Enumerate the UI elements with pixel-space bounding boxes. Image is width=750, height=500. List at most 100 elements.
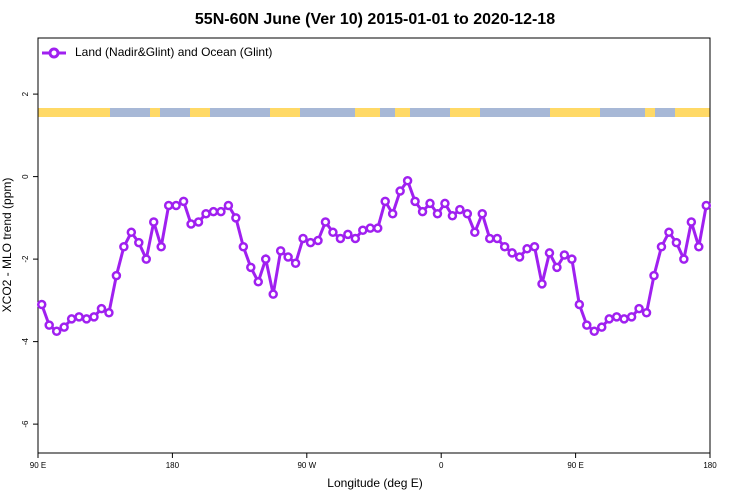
data-point [596, 322, 607, 332]
data-point [51, 326, 62, 337]
data-point [141, 254, 152, 264]
data-point [119, 241, 129, 252]
data-point [470, 227, 480, 238]
data-point [260, 254, 271, 264]
data-point [223, 200, 234, 211]
data-point [350, 233, 361, 244]
data-point [582, 320, 592, 330]
data-point [298, 233, 308, 244]
data-point [402, 175, 413, 186]
data-point [611, 312, 622, 322]
data-point [96, 303, 107, 314]
data-point [455, 204, 465, 215]
data-point [619, 314, 629, 324]
data-point [440, 198, 450, 209]
data-point [343, 229, 353, 240]
data-point [163, 200, 174, 211]
y-axis-title: XCO2 - MLO trend (ppm) [0, 178, 14, 313]
x-tick-label: 180 [166, 461, 180, 470]
plot-frame [37, 37, 711, 454]
legend: Land (Nadir&Glint) and Ocean (Glint) [42, 45, 272, 59]
x-axis-title: Longitude (deg E) [327, 476, 422, 490]
data-point [626, 312, 637, 322]
data-point [66, 314, 77, 324]
data-point [559, 250, 570, 260]
data-point [432, 208, 443, 219]
data-point [417, 206, 428, 217]
data-point [283, 252, 293, 262]
series-line [40, 177, 708, 334]
data-point [365, 223, 376, 233]
data-point [649, 270, 659, 281]
data-point [634, 303, 644, 314]
data-point [313, 235, 323, 246]
data-point [484, 233, 495, 244]
x-tick-label: 90 W [297, 461, 316, 470]
data-point [74, 312, 84, 322]
data-point [395, 186, 405, 196]
land-ocean-strip [38, 108, 710, 117]
data-point [641, 307, 652, 318]
data-point [246, 262, 256, 273]
data-point [656, 241, 667, 252]
data-point [589, 326, 600, 337]
data-point [268, 289, 278, 299]
data-point [574, 299, 585, 310]
data-point [156, 241, 166, 252]
data-point [186, 219, 196, 229]
data-point [514, 252, 525, 262]
data-point [604, 314, 614, 324]
legend-label: Land (Nadir&Glint) and Ocean (Glint) [75, 45, 272, 59]
data-point [111, 270, 122, 281]
data-point [701, 200, 712, 211]
y-tick-label: -4 [21, 338, 30, 346]
data-point [44, 320, 54, 330]
data-point [320, 217, 331, 227]
data-point [679, 254, 689, 264]
x-tick-label: 0 [439, 461, 444, 470]
data-point [358, 225, 368, 235]
data-point [529, 241, 540, 252]
data-point [238, 241, 249, 252]
x-tick-label: 90 E [567, 461, 583, 470]
data-point [126, 227, 137, 238]
data-point [425, 198, 435, 209]
data-point [216, 206, 226, 217]
y-tick-label: 0 [21, 174, 30, 179]
data-point [193, 217, 204, 227]
data-point [305, 237, 316, 248]
data-point [148, 217, 159, 227]
data-point [290, 258, 301, 268]
data-point [335, 233, 346, 244]
x-tick-label: 180 [703, 461, 717, 470]
data-point [522, 244, 532, 254]
data-point [253, 277, 264, 287]
data-point [231, 213, 241, 223]
data-point [36, 299, 47, 310]
data-point [492, 233, 502, 244]
data-point [694, 241, 704, 252]
data-point [275, 246, 286, 256]
data-point [134, 237, 144, 248]
data-point [89, 312, 99, 322]
x-tick-label: 90 E [30, 461, 46, 470]
data-point [477, 208, 488, 219]
data-point [567, 254, 577, 264]
data-point [462, 208, 473, 219]
legend-marker [48, 47, 60, 59]
data-point [380, 196, 390, 207]
data-point [81, 314, 92, 324]
data-point [387, 208, 398, 219]
y-tick-label: -6 [21, 420, 30, 428]
data-point [372, 223, 383, 233]
data-point [328, 227, 338, 238]
data-point [671, 237, 682, 248]
data-point [447, 211, 458, 221]
y-tick-label: 2 [21, 91, 30, 96]
data-point [499, 241, 510, 252]
y-tick-label: -2 [21, 255, 30, 263]
data-point [59, 322, 69, 332]
data-point [410, 196, 420, 207]
data-point [552, 262, 562, 273]
